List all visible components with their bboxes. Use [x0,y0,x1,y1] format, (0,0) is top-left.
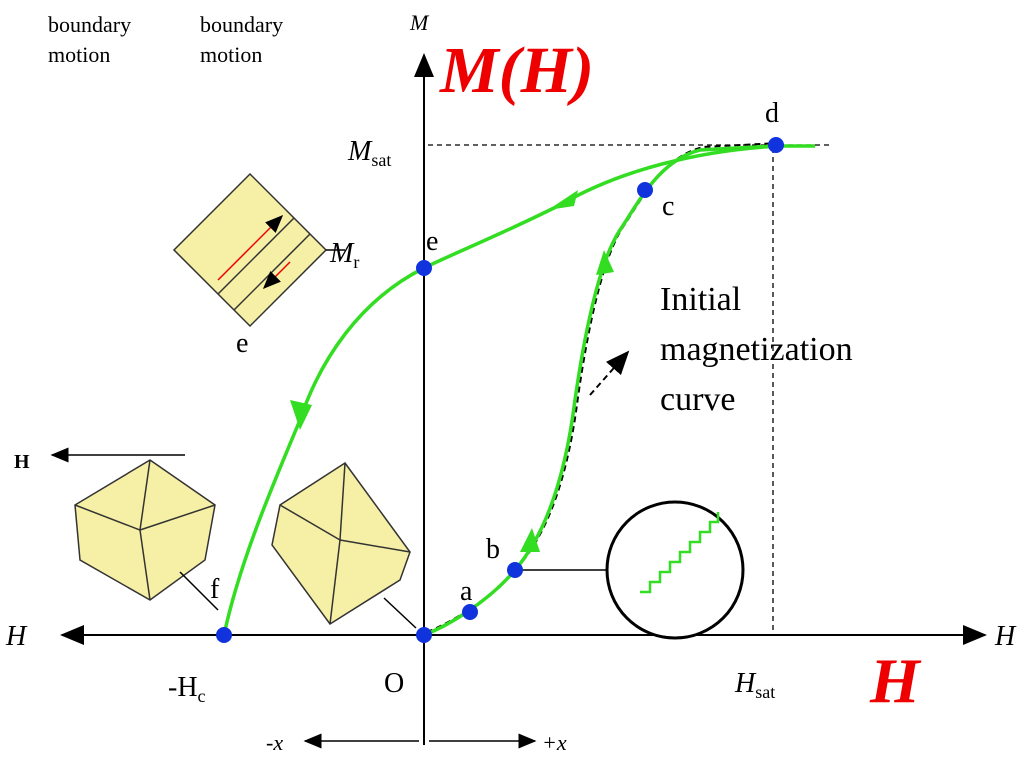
origin-label: O [384,668,404,699]
point-label: b [486,534,500,565]
field-label: H [14,451,30,473]
m-r: Mr [329,238,359,272]
curve-arrows [290,190,614,552]
annotation: Initial magnetization curve [660,281,853,418]
point-label: f [210,574,220,605]
domain-diagrams [74,172,745,640]
x-label: -x [266,730,283,755]
m-sat: Msat [347,136,391,170]
point-label: e [426,226,438,257]
domain-label: e [236,328,248,359]
point-label: c [662,191,674,222]
point-label: a [460,576,473,607]
axis-label: M [409,10,430,35]
h-sat: Hsat [734,668,775,702]
axis-label: H [5,621,28,652]
h-c: -Hc [168,672,206,706]
title: M(H) [439,34,594,107]
texts: boundary motion boundary motion M M(H) Msa… [5,10,1017,755]
axis-label: H [994,621,1017,652]
note: boundary motion [200,12,283,67]
note: boundary motion [48,12,131,67]
points [216,137,784,643]
axes [50,53,987,749]
x-label: +x [542,730,567,755]
big-h: H [869,645,922,716]
point-label: d [765,98,779,129]
